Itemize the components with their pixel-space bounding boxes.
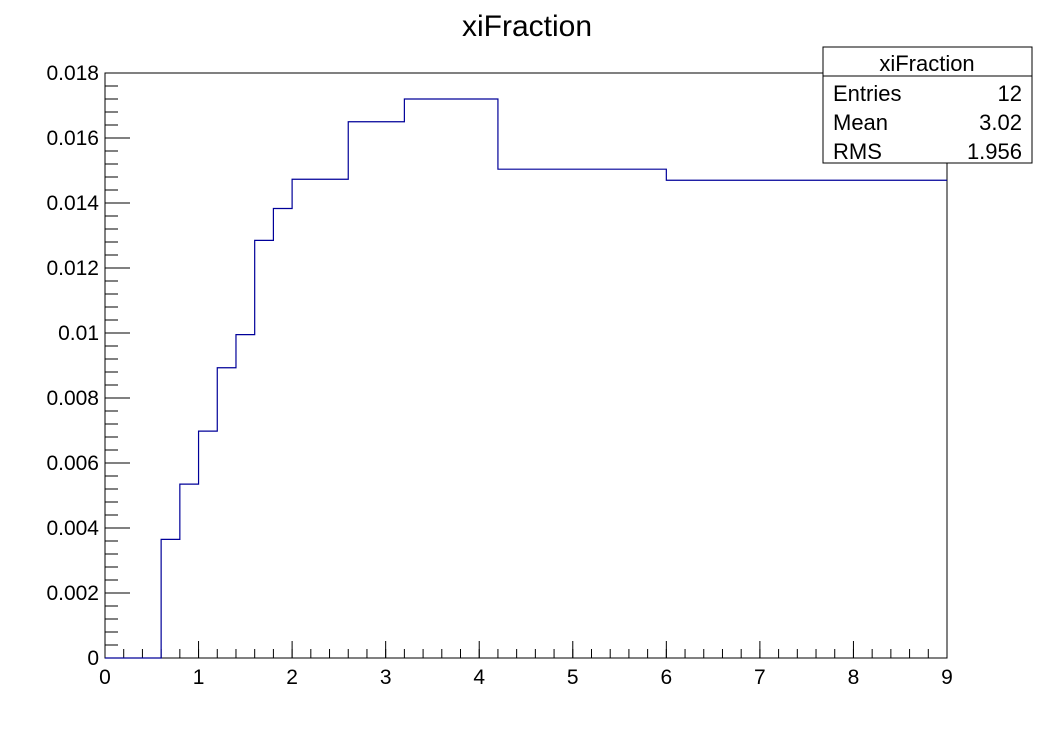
plot-frame bbox=[104, 72, 948, 659]
stats-box: xiFraction Entries 12 Mean 3.02 RMS 1.95… bbox=[822, 46, 1033, 164]
stats-mean-value: 3.02 bbox=[979, 110, 1022, 135]
x-tick-label: 0 bbox=[99, 666, 111, 689]
major-ticks bbox=[104, 72, 948, 659]
x-tick-label: 4 bbox=[473, 666, 485, 689]
x-tick-label: 6 bbox=[660, 666, 672, 689]
stats-rms-label: RMS bbox=[833, 139, 882, 164]
x-tick-label: 7 bbox=[754, 666, 766, 689]
y-tick-label: 0.012 bbox=[46, 257, 99, 280]
y-tick-label: 0.018 bbox=[46, 62, 99, 85]
y-tick-labels: 0 0.002 0.004 0.006 0.008 0.01 0.012 0.014 0.016… bbox=[46, 62, 99, 670]
y-tick-label: 0.004 bbox=[46, 517, 99, 540]
x-tick-label: 1 bbox=[193, 666, 205, 689]
y-tick-label: 0.002 bbox=[46, 582, 99, 605]
y-tick-label: 0.006 bbox=[46, 452, 99, 475]
y-tick-label: 0 bbox=[87, 647, 99, 670]
stats-box-title: xiFraction bbox=[879, 51, 974, 76]
x-tick-labels: 0 1 2 3 4 5 6 7 8 9 bbox=[99, 666, 953, 689]
x-tick-label: 3 bbox=[380, 666, 392, 689]
stats-entries-label: Entries bbox=[833, 81, 901, 106]
stats-entries-value: 12 bbox=[998, 81, 1022, 106]
stats-rms-value: 1.956 bbox=[967, 139, 1022, 164]
histogram-series-line bbox=[105, 98, 947, 659]
y-tick-label: 0.01 bbox=[58, 322, 99, 345]
y-tick-label: 0.016 bbox=[46, 127, 99, 150]
x-tick-label: 9 bbox=[941, 666, 953, 689]
minor-ticks bbox=[104, 72, 948, 659]
stats-mean-label: Mean bbox=[833, 110, 888, 135]
x-tick-label: 2 bbox=[286, 666, 298, 689]
y-tick-label: 0.014 bbox=[46, 192, 99, 215]
chart-title: xiFraction bbox=[462, 10, 592, 43]
y-tick-label: 0.008 bbox=[46, 387, 99, 410]
x-tick-label: 8 bbox=[848, 666, 860, 689]
stats-box-frame bbox=[822, 46, 1033, 164]
x-tick-label: 5 bbox=[567, 666, 579, 689]
